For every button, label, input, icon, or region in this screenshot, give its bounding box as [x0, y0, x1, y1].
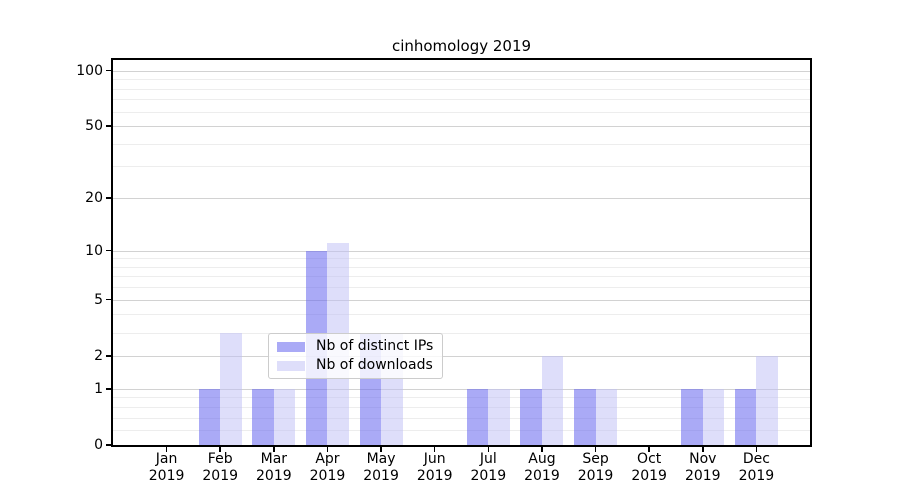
- gridline-minor: [113, 276, 810, 278]
- x-axis-tick-label: May 2019: [363, 451, 399, 484]
- gridline-major: [113, 355, 810, 357]
- bar-downloads: [756, 355, 778, 445]
- x-axis-tick-mark: [648, 447, 650, 452]
- y-axis-tick-mark: [106, 69, 113, 72]
- y-axis-tick-mark: [106, 444, 113, 446]
- y-axis-tick-label: 50: [85, 118, 103, 135]
- y-axis-tick-mark: [106, 249, 113, 252]
- legend-label-downloads: Nb of downloads: [316, 357, 433, 373]
- y-axis-tick-label: 5: [94, 291, 103, 308]
- bar-distinct-ips: [681, 388, 703, 445]
- gridline-major: [113, 299, 810, 301]
- legend-item-downloads: Nb of downloads: [277, 358, 433, 373]
- gridline-minor: [113, 397, 810, 399]
- bar-downloads: [541, 355, 564, 445]
- gridline-minor: [113, 266, 810, 268]
- plot-area: [111, 58, 812, 447]
- x-axis-tick-label: Jun 2019: [416, 451, 453, 484]
- gridline-minor: [113, 88, 810, 90]
- bar-downloads: [220, 332, 242, 445]
- gridline-minor: [113, 332, 810, 334]
- gridline-major: [113, 126, 810, 128]
- legend-item-distinct-ips: Nb of distinct IPs: [277, 339, 433, 354]
- y-axis-tick-mark: [106, 197, 113, 199]
- x-axis-tick-label: Nov 2019: [684, 451, 721, 484]
- legend-swatch-distinct-ips-icon: [277, 341, 305, 352]
- gridline-minor: [113, 166, 810, 168]
- x-axis-tick-mark: [487, 447, 490, 452]
- x-axis-tick-label: Dec 2019: [738, 451, 775, 484]
- x-axis-tick-label: Feb 2019: [202, 451, 239, 484]
- gridline-minor: [113, 111, 810, 113]
- gridline-major: [113, 250, 810, 252]
- gridline-minor: [113, 406, 810, 408]
- gridline-minor: [113, 287, 810, 289]
- bar-distinct-ips: [574, 388, 596, 445]
- gridline-minor: [113, 99, 810, 101]
- gridline-major: [113, 388, 810, 390]
- bar-downloads: [488, 388, 510, 445]
- x-axis-tick-label: Aug 2019: [524, 451, 560, 484]
- y-axis-tick-mark: [106, 388, 113, 390]
- gridline-minor: [113, 79, 810, 81]
- x-axis-tick-mark: [755, 447, 758, 452]
- x-axis-tick-label: Jul 2019: [470, 451, 507, 484]
- bar-downloads: [595, 388, 618, 445]
- x-axis-tick-mark: [541, 447, 543, 452]
- y-axis-tick-label: 1: [94, 380, 103, 397]
- x-axis-tick-label: Jan 2019: [148, 451, 185, 484]
- y-axis-tick-label: 0: [94, 437, 103, 453]
- bar-downloads: [702, 388, 725, 445]
- x-axis-tick-label: Oct 2019: [631, 451, 667, 484]
- y-axis-tick-label: 20: [85, 190, 103, 207]
- x-axis-tick-mark: [326, 447, 329, 452]
- gridline-minor: [113, 314, 810, 316]
- x-axis-tick-mark: [165, 447, 168, 452]
- y-axis-tick-mark: [106, 355, 113, 357]
- bar-distinct-ips: [252, 388, 274, 445]
- gridline-minor: [113, 143, 810, 145]
- gridline-minor: [113, 258, 810, 260]
- bar-distinct-ips: [198, 388, 221, 445]
- x-axis-tick-mark: [594, 447, 597, 452]
- x-axis-tick-label: Apr 2019: [309, 451, 346, 484]
- x-axis-tick-mark: [273, 447, 275, 452]
- gridline-minor: [113, 430, 810, 432]
- x-axis-tick-mark: [433, 447, 436, 452]
- y-axis-tick-label: 100: [76, 62, 103, 79]
- gridline-major: [113, 198, 810, 200]
- legend: Nb of distinct IPs Nb of downloads: [268, 333, 444, 379]
- gridline-minor: [113, 417, 810, 419]
- bar-distinct-ips: [466, 388, 489, 445]
- y-axis-tick-label: 10: [85, 242, 103, 259]
- bar-downloads: [273, 388, 296, 445]
- x-axis-tick-label: Mar 2019: [256, 451, 292, 484]
- gridline-major: [113, 70, 810, 72]
- legend-label-distinct-ips: Nb of distinct IPs: [316, 338, 434, 354]
- x-axis-tick-label: Sep 2019: [577, 451, 614, 484]
- bar-distinct-ips: [734, 388, 757, 445]
- x-axis-tick-mark: [702, 447, 704, 452]
- chart-title: cinhomology 2019: [391, 37, 532, 55]
- x-axis-tick-mark: [219, 447, 221, 452]
- bar-distinct-ips: [520, 388, 542, 445]
- x-axis-tick-mark: [380, 447, 382, 452]
- y-axis-tick-mark: [106, 125, 113, 127]
- y-axis-tick-mark: [106, 298, 113, 301]
- y-axis-tick-label: 2: [94, 347, 103, 364]
- legend-swatch-downloads-icon: [277, 360, 305, 371]
